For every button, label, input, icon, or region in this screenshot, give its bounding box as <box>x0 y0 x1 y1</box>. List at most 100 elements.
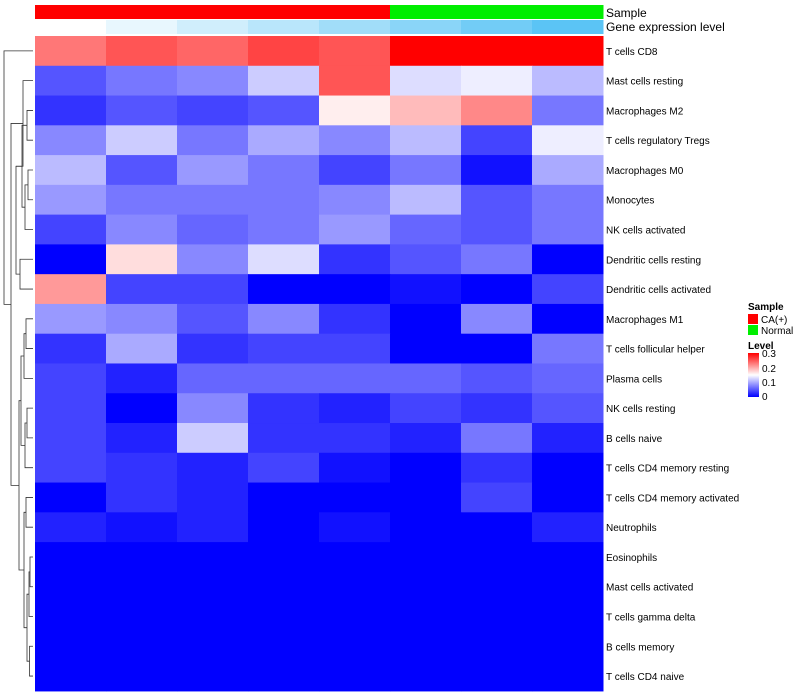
sample-annotation-cell <box>532 5 604 19</box>
row-labels: T cells CD8 Mast cells resting Macrophages… <box>606 47 739 683</box>
heatmap-cell <box>106 184 178 216</box>
heatmap-cell <box>390 36 462 67</box>
legend-level-tick-02: 0.2 <box>762 364 776 375</box>
heatmap-cell <box>461 482 533 513</box>
gene-expression-annotation-cell <box>35 20 107 34</box>
gene-expression-annotation-cell <box>177 20 249 34</box>
heatmap-cell <box>177 36 249 67</box>
heatmap-cell <box>461 631 533 662</box>
heatmap-cell <box>248 482 320 513</box>
heatmap-cell <box>35 661 107 692</box>
sample-annotation-cell <box>461 5 533 19</box>
heatmap-cell <box>106 482 178 513</box>
heatmap-cell <box>35 244 107 275</box>
row-label: Monocytes <box>606 196 654 207</box>
heatmap-cell <box>390 125 462 156</box>
heatmap-cell <box>532 155 604 186</box>
heatmap-cell <box>461 363 533 394</box>
heatmap-cell <box>35 542 107 573</box>
dendrogram-branch <box>26 407 33 439</box>
heatmap-cell <box>177 661 249 692</box>
heatmap-cell <box>390 423 462 454</box>
heatmap-cell <box>106 244 178 275</box>
heatmap-cell <box>177 244 249 275</box>
sample-annotation-cell <box>319 5 391 19</box>
heatmap-cell <box>319 155 391 186</box>
heatmap-cell <box>106 661 178 692</box>
heatmap-cell <box>319 512 391 543</box>
heatmap-cell <box>177 274 249 305</box>
heatmap-cell <box>35 363 107 394</box>
row-label: NK cells activated <box>606 226 685 237</box>
sample-annotation-cell <box>106 5 178 19</box>
heatmap-cell <box>532 125 604 156</box>
heatmap-cell <box>319 184 391 216</box>
row-label: T cells CD4 memory resting <box>606 464 729 475</box>
heatmap-cell <box>35 601 107 632</box>
heatmap-cell <box>177 95 249 126</box>
heatmap-cell <box>461 601 533 632</box>
heatmap-cell <box>106 571 178 603</box>
heatmap-cell <box>532 214 604 245</box>
legend-label-ca: CA(+) <box>761 315 787 326</box>
row-label: T cells CD4 memory activated <box>606 493 739 504</box>
heatmap-cell <box>532 244 604 275</box>
heatmap-cell <box>461 512 533 543</box>
heatmap-cell <box>177 303 249 335</box>
heatmap-cell <box>35 125 107 156</box>
heatmap-cell <box>319 571 391 603</box>
heatmap-cell <box>461 303 533 335</box>
dendrogram-branch <box>27 169 33 201</box>
dendrogram-branch <box>24 184 33 230</box>
heatmap-cell <box>461 333 533 364</box>
heatmap-cell <box>248 363 320 394</box>
heatmap-cell <box>35 214 107 245</box>
heatmap-cell <box>461 661 533 692</box>
heatmap-cell <box>461 95 533 126</box>
heatmap-cell <box>35 65 107 97</box>
heatmap-cell <box>248 571 320 603</box>
heatmap-cell <box>461 423 533 454</box>
heatmap-cell <box>390 303 462 335</box>
heatmap-cell <box>35 303 107 335</box>
dendrogram-branch <box>29 645 33 677</box>
heatmap-cell <box>248 184 320 216</box>
heatmap-cell <box>319 333 391 364</box>
heatmap-cell <box>390 542 462 573</box>
heatmap-cell <box>461 184 533 216</box>
dendrogram-branch <box>25 318 33 349</box>
dendrogram-branch <box>26 110 33 141</box>
heatmap-cell <box>319 244 391 275</box>
heatmap-cell <box>319 393 391 424</box>
heatmap-cell <box>177 214 249 245</box>
heatmap-cell <box>532 95 604 126</box>
heatmap-cell <box>532 542 604 573</box>
heatmap-cell <box>106 363 178 394</box>
heatmap-cell <box>248 452 320 484</box>
heatmap-cell <box>248 512 320 543</box>
heatmap-cell <box>106 393 178 424</box>
heatmap-cell <box>390 155 462 186</box>
dendrogram-branch <box>19 258 33 290</box>
heatmap-cell <box>532 363 604 394</box>
heatmap-cell <box>248 542 320 573</box>
heatmap-cell <box>106 542 178 573</box>
heatmap-cell <box>390 601 462 632</box>
legend: Sample CA(+) Normal Level 0.3 0.2 0.1 0 <box>748 302 793 403</box>
heatmap-cell <box>106 125 178 156</box>
heatmap-cell <box>177 333 249 364</box>
heatmap-cell <box>106 423 178 454</box>
dendrogram-branch <box>3 50 33 305</box>
legend-level-tick-03: 0.3 <box>762 349 776 360</box>
heatmap-cell <box>319 125 391 156</box>
heatmap-cell <box>248 214 320 245</box>
sample-annotation-cell <box>248 5 320 19</box>
heatmap-cell <box>390 363 462 394</box>
row-dendrogram <box>3 50 33 677</box>
heatmap-cell <box>319 214 391 245</box>
legend-level-tick-0: 0 <box>762 392 768 403</box>
heatmap-cell <box>390 214 462 245</box>
heatmap-cell <box>106 274 178 305</box>
heatmap-cell <box>177 184 249 216</box>
